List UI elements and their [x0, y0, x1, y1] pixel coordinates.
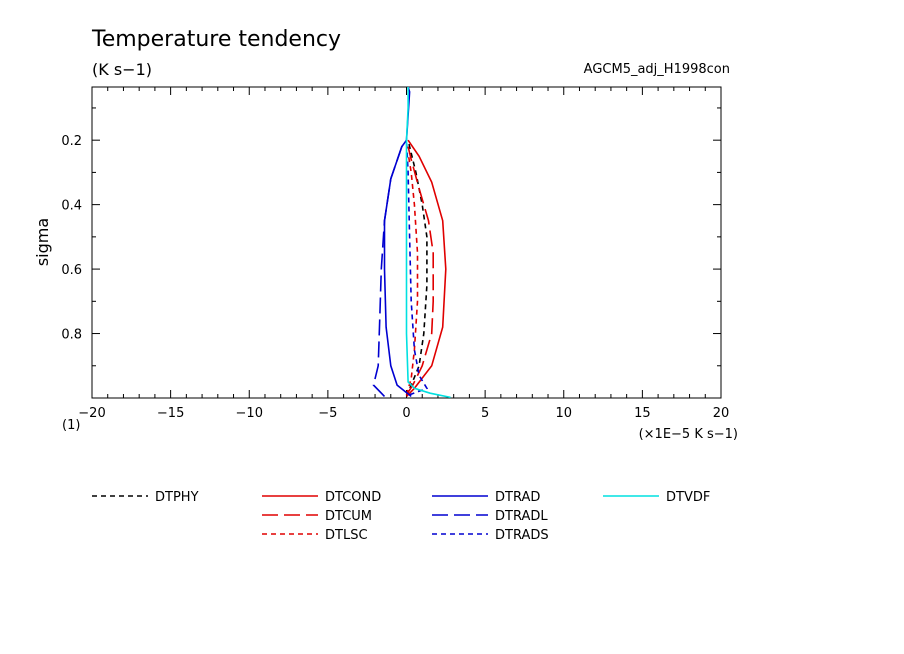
series-line-dtlsc — [405, 152, 419, 396]
legend-label-dtvdf: DTVDF — [666, 490, 710, 505]
series-line-dtradl — [372, 139, 408, 397]
legend-label-dtlsc: DTLSC — [325, 528, 368, 543]
run-label: AGCM5_adj_H1998con — [584, 62, 730, 77]
series-line-dtcond — [405, 139, 447, 397]
legend-label-dtcum: DTCUM — [325, 509, 372, 524]
y-tick-label: 0.6 — [61, 263, 82, 278]
legend-label-dtcond: DTCOND — [325, 490, 381, 505]
x-unit-label: (×1E−5 K s−1) — [639, 427, 738, 442]
legend-label-dtradl: DTRADL — [495, 509, 548, 524]
x-tick-label: 5 — [481, 406, 489, 421]
x-tick-label: −20 — [78, 406, 105, 421]
legend-label-dtrads: DTRADS — [495, 528, 549, 543]
y-tick-label: 0.2 — [61, 134, 82, 149]
y-tick-label: 0.4 — [61, 199, 82, 214]
legend-label-dtphy: DTPHY — [155, 490, 199, 505]
legend-label-dtrad: DTRAD — [495, 490, 540, 505]
series-line-dtvdf — [405, 87, 451, 399]
x-tick-label: 15 — [634, 406, 651, 421]
y-tick-label: 0.8 — [61, 328, 82, 343]
x-tick-label: 20 — [713, 406, 730, 421]
x-tick-label: −10 — [236, 406, 263, 421]
chart-title: Temperature tendency — [91, 27, 341, 52]
x-tick-label: −15 — [157, 406, 184, 421]
plot-area: −20 −15 −10 −5 0 5 10 15 20 0.2 0.4 0.6 0.8 — [61, 86, 730, 421]
y-axis-label: sigma — [33, 218, 52, 266]
x-tick-label: −5 — [318, 406, 337, 421]
x-tick-label: 10 — [555, 406, 572, 421]
x-corner-label: (1) — [62, 418, 80, 433]
chart-subtitle: (K s−1) — [92, 60, 152, 79]
legend: DTPHY DTCOND DTCUM DTLSC DTRAD DTRADL DTRADS DT… — [92, 490, 710, 543]
series-line-dtrads — [405, 140, 429, 396]
x-tick-label: 0 — [402, 406, 410, 421]
series-line-dtphy — [405, 140, 428, 397]
series-line-dtcum — [405, 146, 435, 396]
